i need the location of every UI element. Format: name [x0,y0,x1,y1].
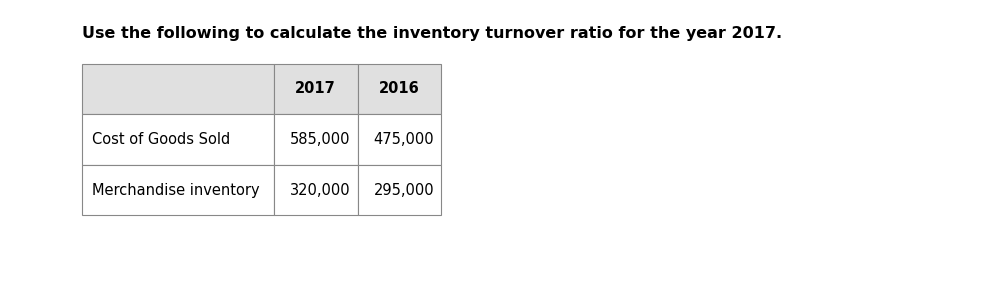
Bar [82,64,274,114]
Text: 2016: 2016 [379,81,420,96]
Text: 320,000: 320,000 [290,183,351,197]
Text: Cost of Goods Sold: Cost of Goods Sold [92,132,230,147]
Text: Use the following to calculate the inventory turnover ratio for the year 2017.: Use the following to calculate the inven… [82,26,782,41]
Bar [82,114,274,165]
Bar [358,165,441,215]
Bar [274,165,358,215]
Text: 295,000: 295,000 [373,183,434,197]
Text: 585,000: 585,000 [291,132,351,147]
Text: 2017: 2017 [296,81,336,96]
Bar [274,114,358,165]
Text: Merchandise inventory: Merchandise inventory [92,183,259,197]
Bar [82,165,274,215]
Text: 475,000: 475,000 [373,132,434,147]
Bar [274,64,358,114]
Bar [358,64,441,114]
Bar [358,114,441,165]
